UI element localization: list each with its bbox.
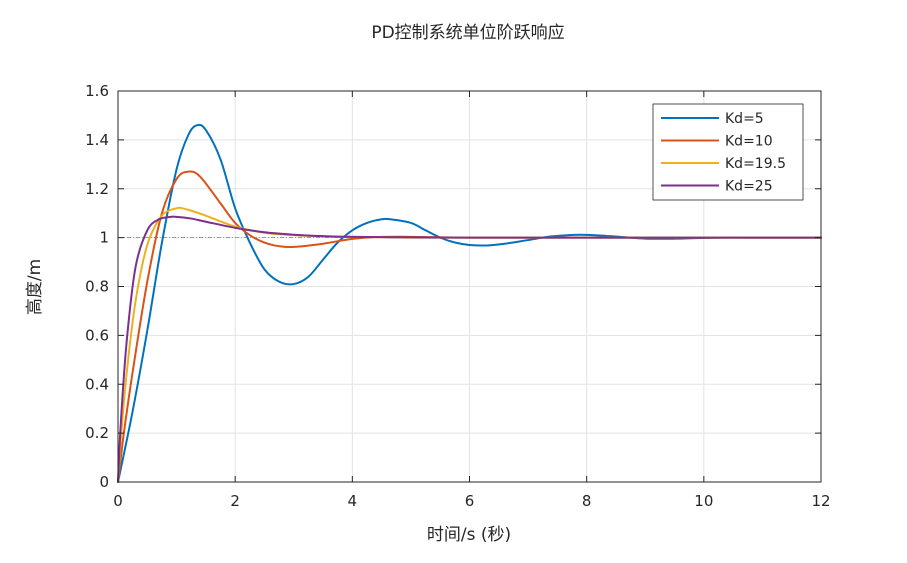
- y-tick-label: 0.8: [85, 278, 109, 296]
- legend-label: Kd=25: [725, 179, 773, 195]
- y-tick-label: 1: [99, 229, 109, 247]
- x-tick-label: 6: [465, 492, 475, 510]
- legend-box: [652, 103, 804, 201]
- y-tick-label: 0: [99, 473, 109, 491]
- y-tick-label: 1.6: [85, 82, 109, 100]
- y-axis-label: 高度/m: [25, 259, 45, 315]
- y-tick-label: 0.2: [85, 424, 109, 442]
- legend-label: Kd=19.5: [725, 156, 786, 172]
- series-line-1: [117, 123, 822, 483]
- plot-area: 0 2 4 6 8 10 12 0 0.2 0.4 0.6 0.8 1 1.2 1.4 1.6 Kd=5 Kd=1…: [85, 82, 830, 510]
- x-tick-label: 12: [811, 492, 830, 510]
- legend: Kd=5 Kd=10 Kd=19.5 Kd=25: [652, 103, 804, 201]
- y-tick-label: 1.4: [85, 131, 109, 149]
- legend-label: Kd=5: [725, 111, 764, 127]
- y-tick-label: 0.6: [85, 326, 109, 344]
- chart-title: PD控制系统单位阶跃响应: [371, 23, 564, 43]
- series-line-4: [117, 215, 822, 483]
- x-tick-label: 10: [694, 492, 713, 510]
- x-tick-label: 8: [582, 492, 592, 510]
- y-tick-label: 0.4: [85, 375, 109, 393]
- x-tick-label: 0: [113, 492, 123, 510]
- x-axis-label: 时间/s (秒): [427, 525, 511, 545]
- legend-label: Kd=10: [725, 134, 773, 150]
- y-tick-label: 1.2: [85, 180, 109, 198]
- x-tick-label: 2: [230, 492, 240, 510]
- x-tick-label: 4: [348, 492, 358, 510]
